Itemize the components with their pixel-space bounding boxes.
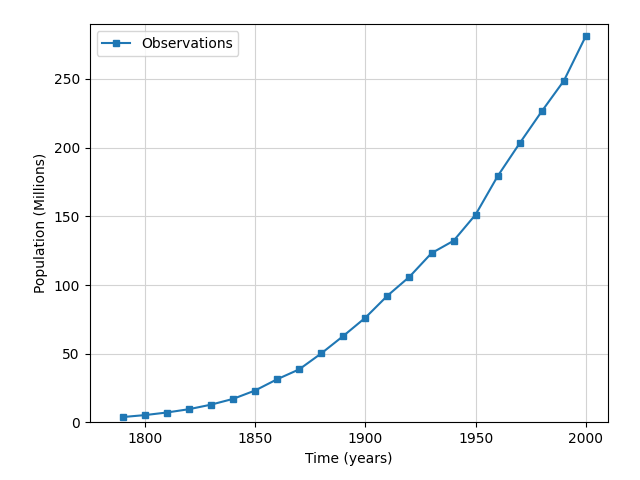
Observations: [119, 414, 127, 420]
Observations: [472, 212, 479, 217]
Observations: [428, 250, 435, 256]
Line: Observations: Observations: [119, 32, 589, 420]
Observations: [141, 412, 148, 418]
Observations: [494, 173, 502, 179]
Observations: [229, 396, 237, 402]
Observations: [582, 33, 590, 39]
Observations: [163, 409, 171, 415]
Observations: [339, 333, 347, 339]
Observations: [207, 402, 215, 408]
Observations: [295, 367, 303, 372]
Observations: [560, 78, 568, 84]
Legend: Observations: Observations: [97, 31, 238, 56]
Observations: [538, 108, 546, 114]
Observations: [362, 315, 369, 321]
Observations: [185, 407, 193, 412]
Observations: [252, 388, 259, 394]
Observations: [450, 238, 458, 244]
Y-axis label: Population (Millions): Population (Millions): [34, 153, 48, 293]
Observations: [317, 350, 325, 356]
Observations: [383, 293, 391, 299]
X-axis label: Time (years): Time (years): [305, 452, 392, 466]
Observations: [406, 274, 413, 280]
Observations: [273, 376, 281, 382]
Observations: [516, 140, 524, 146]
